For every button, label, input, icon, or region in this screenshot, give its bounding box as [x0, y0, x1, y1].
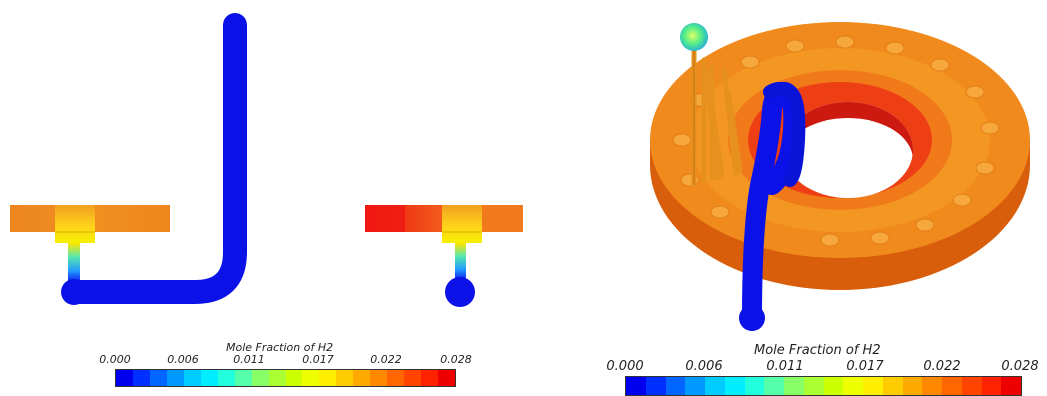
- colorbar-segment: [302, 370, 320, 386]
- colorbar-segment: [843, 377, 863, 395]
- colorbar-tick: 0.022: [923, 359, 961, 374]
- colorbar-tick: 0.017: [846, 359, 884, 374]
- colorbar-segment: [234, 370, 252, 386]
- colorbar-gradient: [625, 376, 1022, 396]
- middle-bulb: [445, 277, 475, 307]
- colorbar-segment: [902, 377, 923, 395]
- outlet-bulb: [739, 305, 765, 331]
- colorbar-segment: [626, 377, 646, 395]
- colorbar-segment: [685, 377, 705, 395]
- colorbar-segment: [1001, 377, 1021, 395]
- colorbar-segment: [882, 377, 903, 395]
- colorbar-segment: [217, 370, 235, 386]
- colorbar-segment: [961, 377, 982, 395]
- inlet-sphere: [680, 23, 708, 51]
- colorbar-segment: [724, 377, 745, 395]
- colorbar-segment: [387, 370, 405, 386]
- left-j-pipe: [62, 13, 247, 304]
- colorbar-tick: 0.006: [167, 353, 199, 366]
- colorbar-segment: [823, 377, 844, 395]
- colorbar-segment: [645, 377, 666, 395]
- blue-tubes: [742, 81, 806, 328]
- colorbar-segment: [922, 377, 942, 395]
- middle-model: [365, 205, 523, 307]
- colorbar-segment: [438, 370, 456, 386]
- colorbar-segment: [981, 377, 1002, 395]
- colorbar-segment: [353, 370, 371, 386]
- colorbar-segment: [149, 370, 167, 386]
- colorbar-title: Mole Fraction of H2: [754, 343, 881, 358]
- colorbar-segment: [336, 370, 354, 386]
- left-stem: [68, 243, 80, 283]
- colorbar-tick: 0.011: [233, 353, 265, 366]
- colorbar-tick: 0.000: [99, 353, 131, 366]
- left-model: [10, 13, 247, 305]
- colorbar-segment: [200, 370, 218, 386]
- colorbar-segment: [251, 370, 269, 386]
- colorbar-title: Mole Fraction of H2: [226, 341, 334, 354]
- colorbar-segment: [863, 377, 883, 395]
- colorbar-segment: [803, 377, 824, 395]
- colorbar-segment: [370, 370, 388, 386]
- colorbar-segment: [404, 370, 422, 386]
- colorbar-tick: 0.022: [370, 353, 402, 366]
- colorbar-tick: 0.028: [440, 353, 472, 366]
- colorbar-segment: [942, 377, 962, 395]
- colorbar-tick: 0.000: [606, 359, 644, 374]
- colorbar-segment: [268, 370, 286, 386]
- colorbar-segment: [705, 377, 725, 395]
- colorbar-segment: [665, 377, 686, 395]
- colorbar-segment: [764, 377, 784, 395]
- colorbar-segment: [319, 370, 337, 386]
- colorbar-segment: [183, 370, 201, 386]
- colorbar-segment: [744, 377, 765, 395]
- colorbar-gradient: [115, 369, 456, 387]
- left-tee-block: [55, 205, 95, 243]
- ring-hole: [783, 102, 913, 198]
- colorbar-tick: 0.006: [685, 359, 723, 374]
- right-3d-model: [650, 22, 1030, 331]
- colorbar-tick: 0.011: [766, 359, 804, 374]
- colorbar-segment: [132, 370, 150, 386]
- colorbar-segment: [166, 370, 184, 386]
- colorbar-segment: [421, 370, 439, 386]
- colorbar-tick: 0.017: [302, 353, 334, 366]
- colorbar-segment: [285, 370, 303, 386]
- colorbar-tick: 0.028: [1001, 359, 1039, 374]
- colorbar-segment: [116, 370, 133, 386]
- colorbar-segment: [784, 377, 804, 395]
- middle-tee-block: [442, 205, 482, 243]
- middle-stem: [455, 243, 466, 281]
